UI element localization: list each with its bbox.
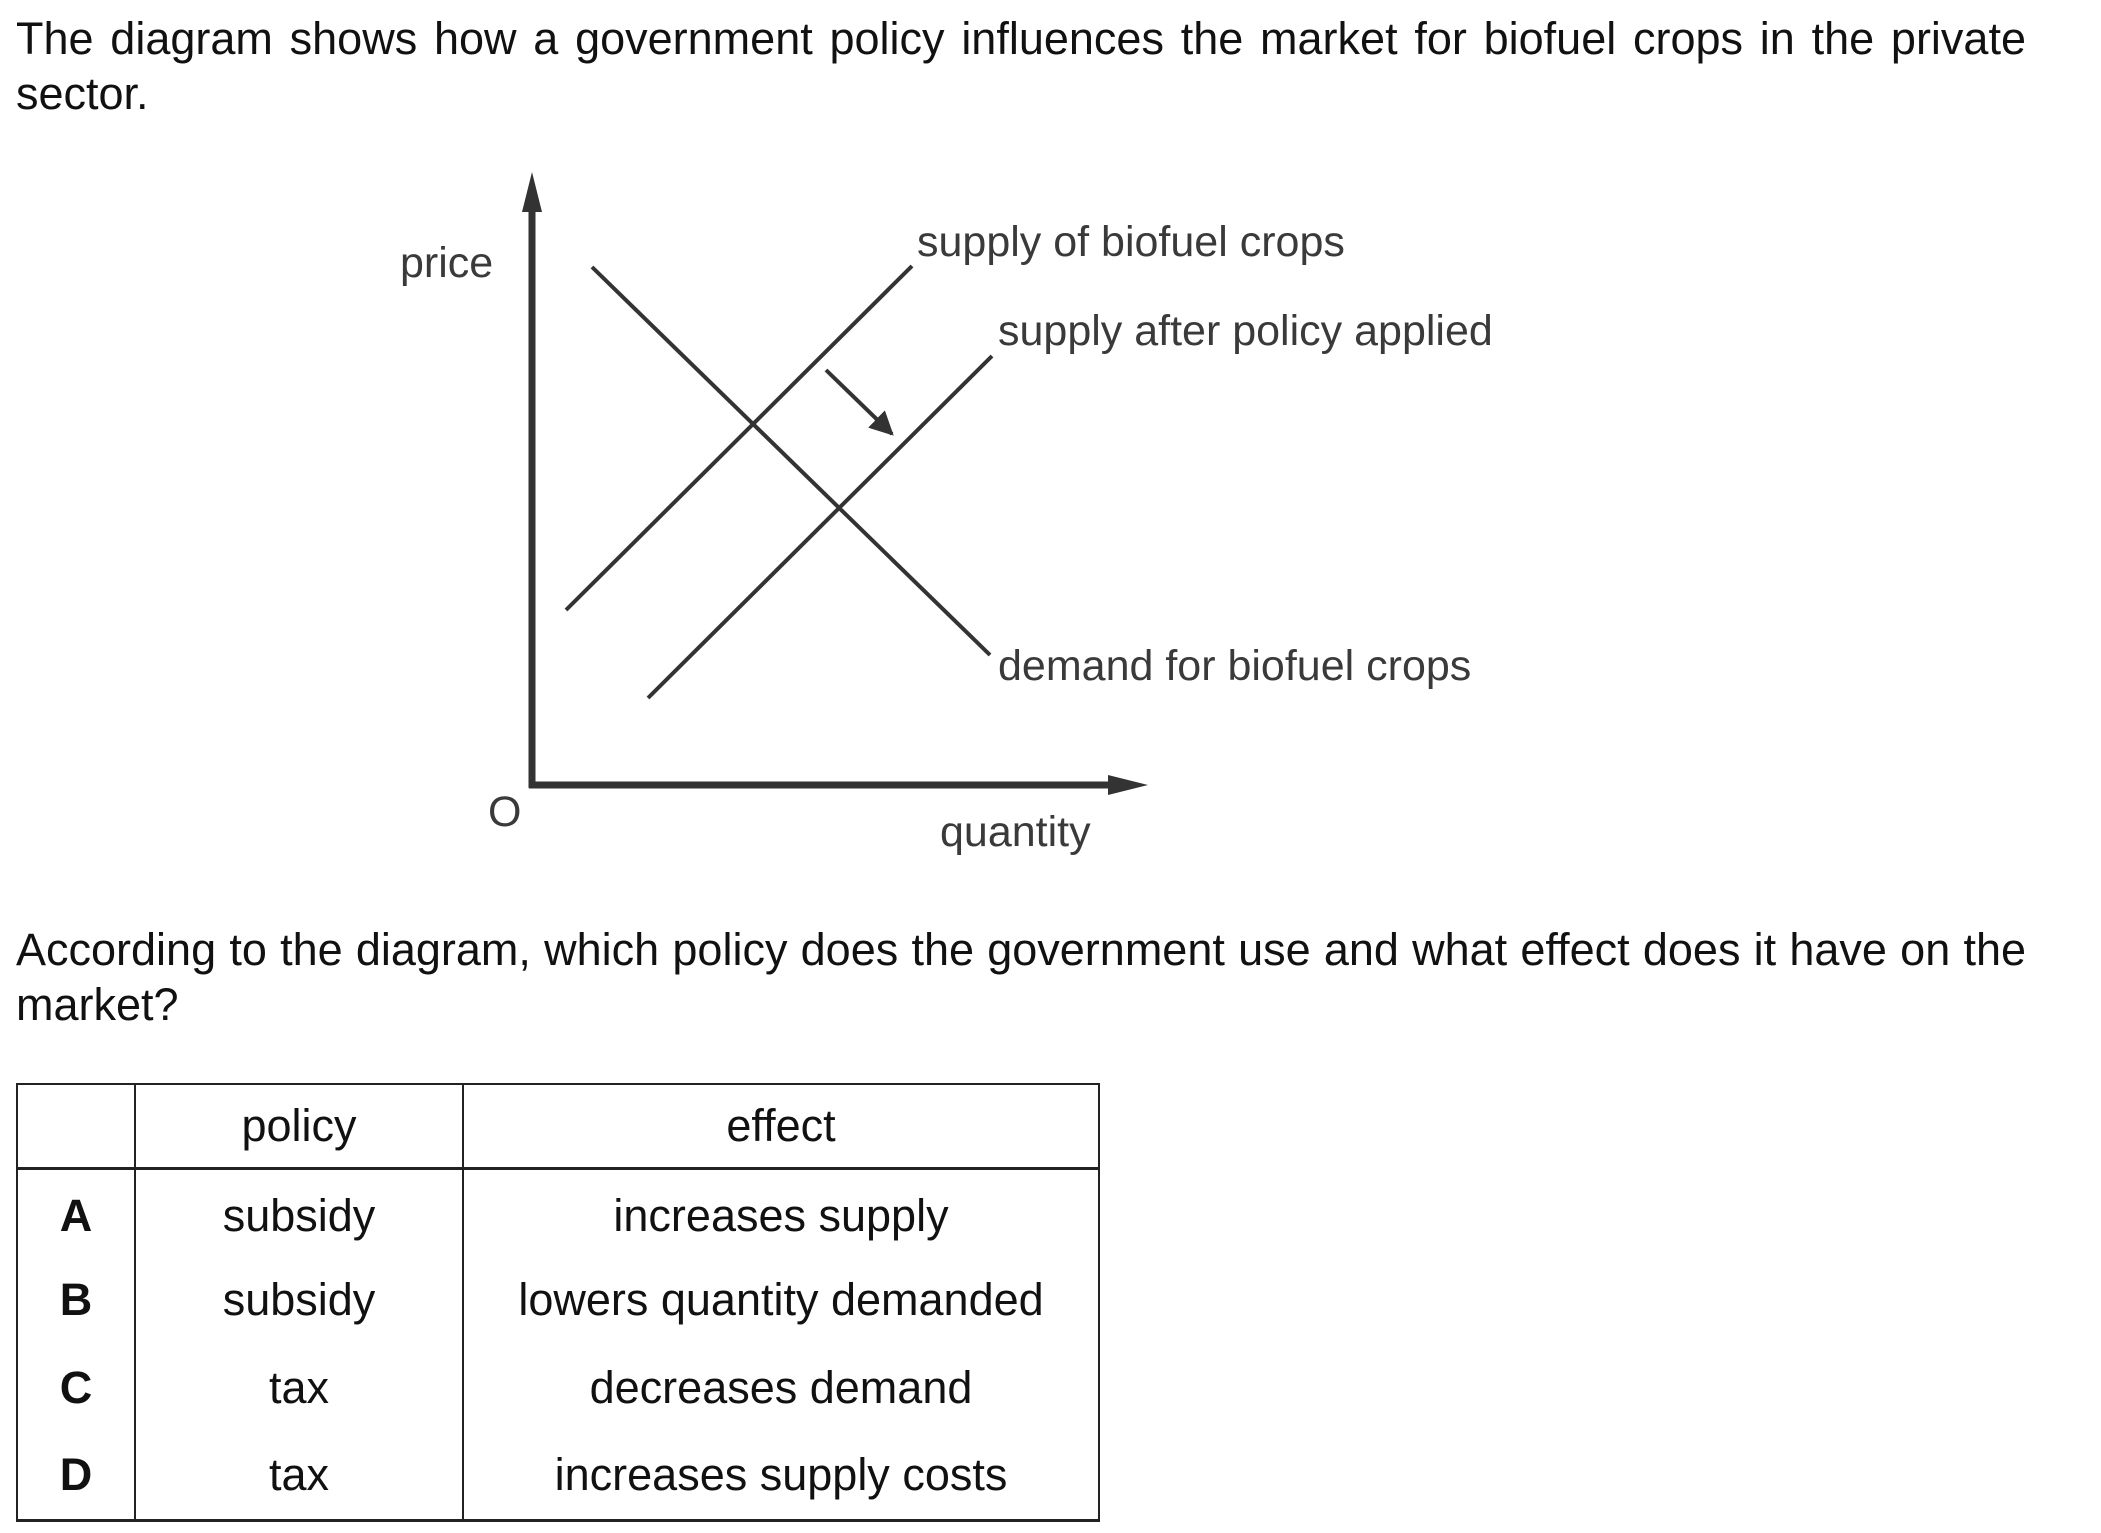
- option-letter: D: [16, 1432, 136, 1520]
- supply-demand-diagram: price quantity O supply of biofuel crops…: [400, 172, 1493, 856]
- option-policy: subsidy: [134, 1168, 464, 1256]
- supply-after-curve-label: supply after policy applied: [998, 307, 1493, 355]
- demand-curve-label: demand for biofuel crops: [998, 642, 1471, 690]
- answer-options-table: policy effect A subsidy increases supply…: [16, 1083, 1100, 1522]
- option-policy: tax: [134, 1432, 464, 1520]
- option-effect: increases supply: [462, 1168, 1100, 1256]
- y-axis-label: price: [400, 239, 493, 287]
- question-text: According to the diagram, which policy d…: [16, 924, 2026, 1030]
- supply-curve: [564, 264, 914, 612]
- x-axis-arrowhead: [1108, 775, 1148, 795]
- option-row-d[interactable]: D tax increases supply costs: [16, 1432, 1100, 1520]
- table-header-row: policy effect: [16, 1084, 1100, 1168]
- header-effect: effect: [462, 1084, 1100, 1168]
- option-effect: increases supply costs: [462, 1432, 1100, 1520]
- supply-after-curve: [646, 354, 994, 700]
- option-letter: A: [16, 1168, 136, 1256]
- option-effect: decreases demand: [462, 1344, 1100, 1432]
- option-letter: C: [16, 1344, 136, 1432]
- origin-label: O: [488, 788, 521, 836]
- option-row-a[interactable]: A subsidy increases supply: [16, 1168, 1100, 1256]
- option-row-b[interactable]: B subsidy lowers quantity demanded: [16, 1256, 1100, 1344]
- shift-arrow: [824, 368, 894, 436]
- question-intro: The diagram shows how a government polic…: [16, 13, 2026, 119]
- option-policy: tax: [134, 1344, 464, 1432]
- demand-curve: [590, 265, 992, 657]
- option-row-c[interactable]: C tax decreases demand: [16, 1344, 1100, 1432]
- option-letter: B: [16, 1256, 136, 1344]
- header-policy: policy: [134, 1084, 464, 1168]
- header-letter: [16, 1084, 136, 1168]
- supply-curve-label: supply of biofuel crops: [917, 218, 1345, 266]
- option-policy: subsidy: [134, 1256, 464, 1344]
- x-axis-label: quantity: [940, 808, 1091, 856]
- y-axis-arrowhead: [522, 172, 542, 212]
- option-effect: lowers quantity demanded: [462, 1256, 1100, 1344]
